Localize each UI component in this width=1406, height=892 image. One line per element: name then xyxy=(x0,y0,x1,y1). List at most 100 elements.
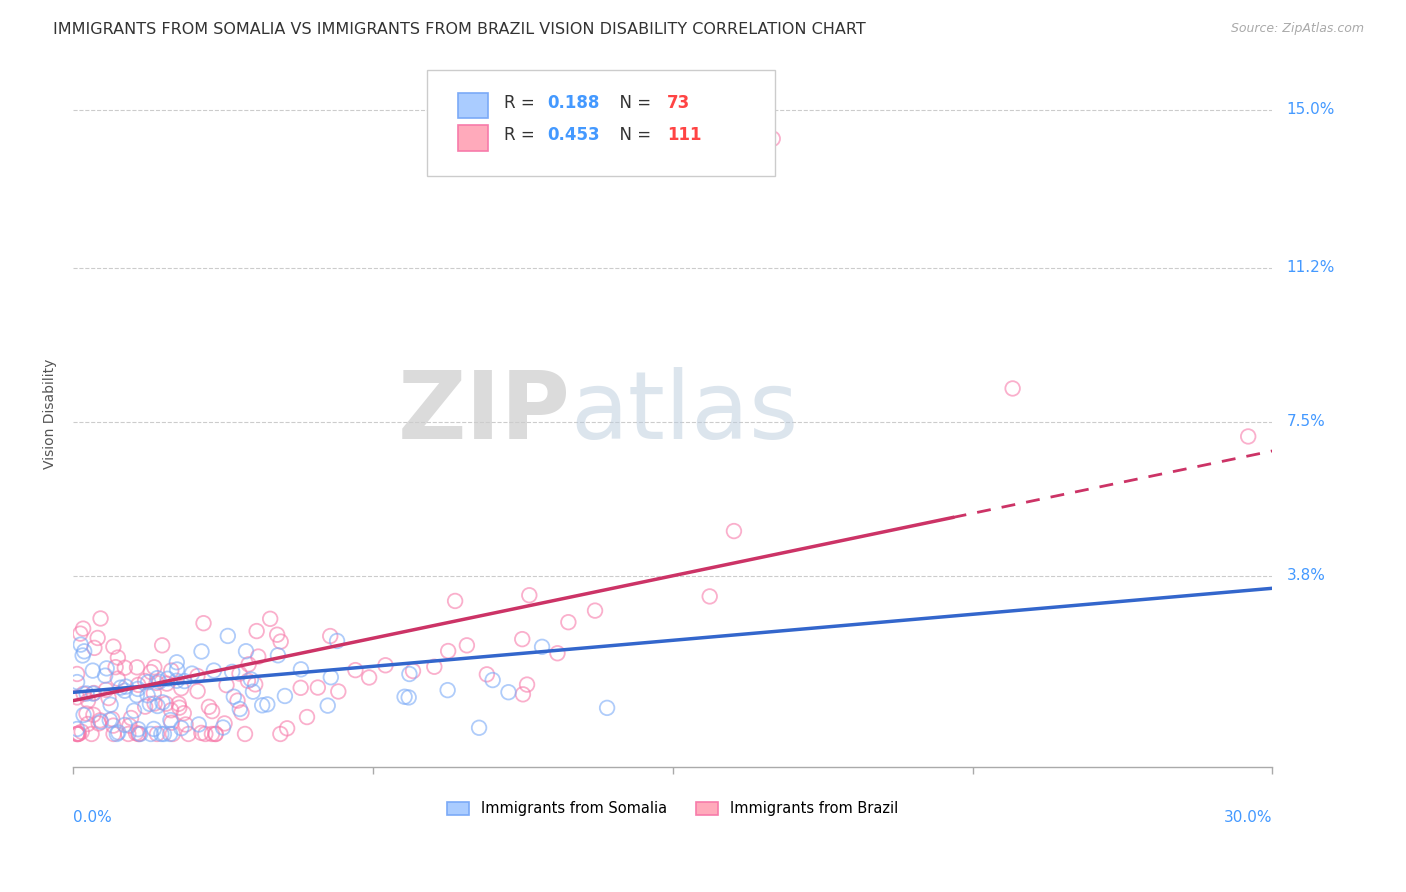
Point xyxy=(146,671,169,685)
Point xyxy=(128,727,150,741)
Point xyxy=(187,684,209,698)
Point xyxy=(233,727,256,741)
Point xyxy=(531,640,554,654)
Point xyxy=(394,690,416,704)
Point xyxy=(104,660,127,674)
Point xyxy=(186,669,208,683)
Text: 7.5%: 7.5% xyxy=(1286,414,1324,429)
Point xyxy=(83,640,105,655)
Point xyxy=(146,698,169,713)
Point xyxy=(143,660,166,674)
Point xyxy=(72,687,94,701)
Point xyxy=(242,684,264,698)
Point xyxy=(87,716,110,731)
Point xyxy=(155,697,177,711)
Point xyxy=(398,690,420,705)
Point xyxy=(762,131,785,145)
Point xyxy=(222,690,245,704)
Point xyxy=(326,634,349,648)
Point xyxy=(498,685,520,699)
Text: Source: ZipAtlas.com: Source: ZipAtlas.com xyxy=(1230,22,1364,36)
Point xyxy=(198,699,221,714)
Point xyxy=(67,727,90,741)
Point xyxy=(96,661,118,675)
Point xyxy=(423,659,446,673)
Point xyxy=(173,706,195,721)
Point xyxy=(307,681,329,695)
Point xyxy=(139,665,162,679)
Point xyxy=(122,704,145,718)
Point xyxy=(156,676,179,690)
Point xyxy=(166,673,188,688)
Point xyxy=(136,689,159,703)
Point xyxy=(166,655,188,669)
Point xyxy=(145,676,167,690)
Point xyxy=(374,658,396,673)
Point xyxy=(245,677,267,691)
Point xyxy=(239,673,262,687)
Point xyxy=(76,706,98,721)
Point xyxy=(127,678,149,692)
Point xyxy=(190,726,212,740)
Point xyxy=(221,665,243,679)
Point xyxy=(546,646,568,660)
Point xyxy=(107,672,129,686)
Point xyxy=(231,706,253,720)
Point xyxy=(266,628,288,642)
Point xyxy=(66,727,89,741)
Point xyxy=(190,644,212,658)
Point xyxy=(129,727,152,741)
Point xyxy=(256,698,278,712)
FancyBboxPatch shape xyxy=(458,93,488,119)
Point xyxy=(398,667,420,681)
Point xyxy=(226,693,249,707)
Text: IMMIGRANTS FROM SOMALIA VS IMMIGRANTS FROM BRAZIL VISION DISABILITY CORRELATION : IMMIGRANTS FROM SOMALIA VS IMMIGRANTS FR… xyxy=(53,22,866,37)
Point xyxy=(136,675,159,690)
Point xyxy=(344,663,367,677)
Point xyxy=(69,626,91,640)
Point xyxy=(159,713,181,727)
Point xyxy=(76,717,98,731)
FancyBboxPatch shape xyxy=(427,70,775,177)
Point xyxy=(114,718,136,732)
Point xyxy=(114,680,136,694)
Point xyxy=(94,668,117,682)
Point xyxy=(201,727,224,741)
Point xyxy=(146,727,169,741)
Point xyxy=(72,708,94,723)
Point xyxy=(114,683,136,698)
Point xyxy=(238,657,260,672)
Point xyxy=(212,721,235,735)
Point xyxy=(193,616,215,631)
Point xyxy=(76,686,98,700)
Legend: Immigrants from Somalia, Immigrants from Brazil: Immigrants from Somalia, Immigrants from… xyxy=(440,794,905,823)
Y-axis label: Vision Disability: Vision Disability xyxy=(44,359,58,468)
Point xyxy=(150,727,173,741)
FancyBboxPatch shape xyxy=(458,126,488,151)
Point xyxy=(270,634,292,648)
Point xyxy=(162,727,184,741)
Point xyxy=(114,661,136,675)
Point xyxy=(103,718,125,732)
Point xyxy=(510,632,533,647)
Point xyxy=(228,666,250,681)
Point xyxy=(110,681,132,695)
Point xyxy=(173,674,195,689)
Point xyxy=(70,724,93,739)
Point xyxy=(66,667,89,681)
Point xyxy=(66,727,89,741)
Point xyxy=(269,727,291,741)
Point xyxy=(187,717,209,731)
Point xyxy=(82,687,104,701)
Point xyxy=(236,673,259,688)
Point xyxy=(274,689,297,703)
Point xyxy=(107,725,129,739)
Point xyxy=(66,675,89,690)
Point xyxy=(73,644,96,658)
Point xyxy=(246,624,269,638)
Point xyxy=(90,611,112,625)
Point xyxy=(150,638,173,652)
Point xyxy=(596,701,619,715)
Point xyxy=(69,638,91,652)
Point xyxy=(1237,429,1260,443)
